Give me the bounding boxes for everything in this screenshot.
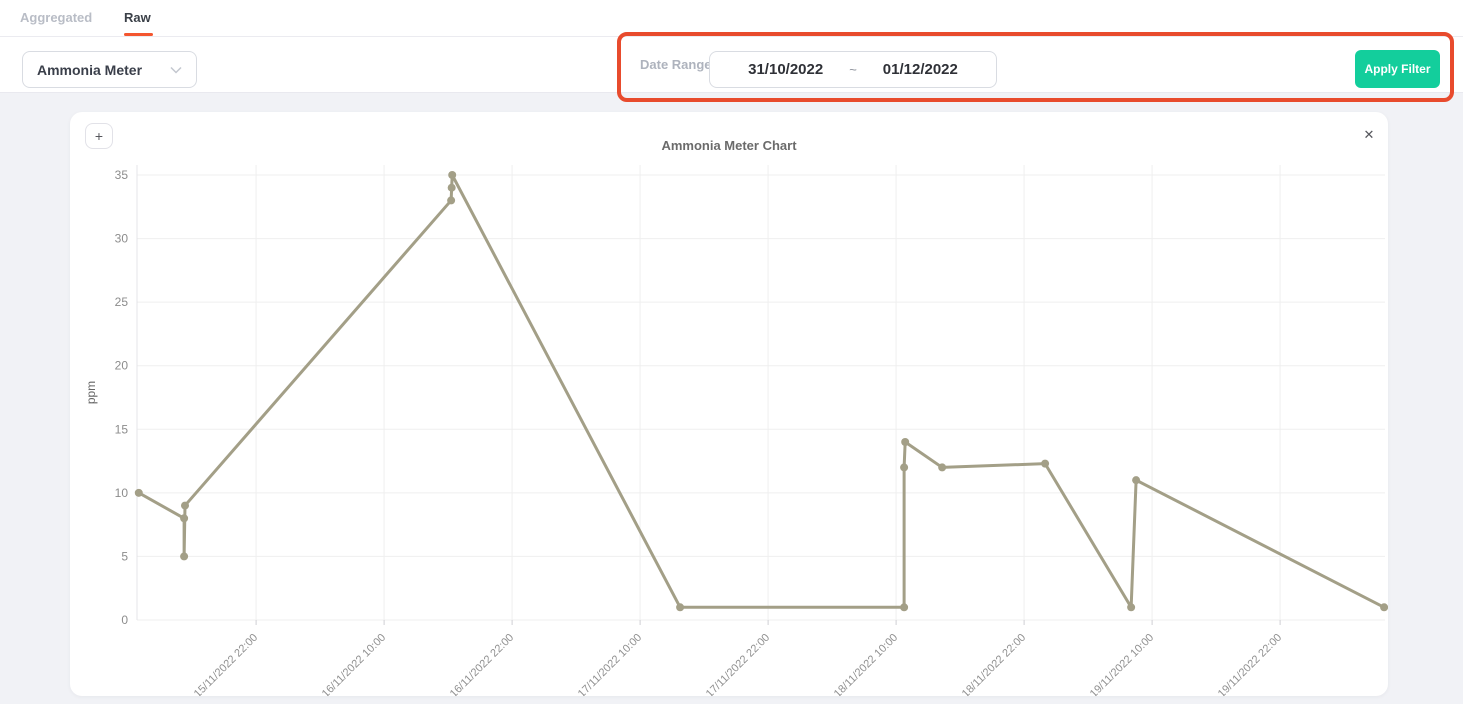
data-point[interactable] — [1127, 603, 1136, 612]
x-tick-label: 17/11/2022 22:00 — [704, 632, 772, 696]
x-tick-label: 16/11/2022 10:00 — [320, 632, 388, 696]
y-tick-label: 10 — [115, 486, 129, 500]
y-tick-label: 15 — [115, 422, 129, 436]
date-range-separator: ~ — [849, 62, 857, 77]
y-tick-label: 5 — [121, 549, 128, 563]
data-point[interactable] — [901, 438, 910, 446]
x-tick-label: 19/11/2022 10:00 — [1088, 632, 1156, 696]
y-tick-label: 35 — [115, 168, 129, 182]
chart-card: 0 5 10 15 20 25 30 35 15/11/2022 22:00 16/11/2022… — [70, 112, 1388, 696]
date-end-input[interactable]: 01/12/2022 — [882, 61, 958, 78]
data-point[interactable] — [180, 552, 189, 561]
y-tick-label: 30 — [115, 232, 129, 246]
x-tick-label: 19/11/2022 22:00 — [1216, 632, 1284, 696]
series-line — [137, 173, 1386, 609]
chevron-down-icon — [170, 66, 182, 74]
tab-raw[interactable]: Raw — [124, 10, 151, 25]
data-point[interactable] — [181, 501, 189, 510]
active-tab-underline — [124, 33, 153, 36]
add-chart-button[interactable]: + — [85, 123, 113, 149]
y-tick-label: 20 — [115, 359, 129, 373]
data-point[interactable] — [180, 514, 189, 523]
meter-select-value: Ammonia Meter — [37, 61, 143, 78]
filter-bar: Ammonia Meter Date Range 31/10/2022 ~ 01… — [0, 37, 1463, 93]
y-tick-label: 0 — [121, 613, 128, 627]
x-tick-label: 18/11/2022 10:00 — [832, 632, 900, 696]
y-tick-label: 25 — [115, 295, 129, 309]
x-tick-label: 17/11/2022 10:00 — [576, 632, 644, 696]
data-point[interactable] — [448, 171, 457, 179]
x-tick-label: 15/11/2022 22:00 — [192, 632, 260, 696]
date-start-input[interactable]: 31/10/2022 — [748, 61, 824, 78]
data-point[interactable] — [676, 603, 685, 612]
tab-aggregated[interactable]: Aggregated — [20, 10, 93, 25]
data-point[interactable] — [938, 463, 947, 472]
chart-title: Ammonia Meter Chart — [661, 138, 797, 153]
date-range-picker[interactable]: 31/10/2022 ~ 01/12/2022 — [709, 51, 997, 88]
tab-bar: Aggregated Raw — [0, 0, 1463, 37]
data-point[interactable] — [447, 183, 456, 192]
y-axis-title: ppm — [84, 381, 98, 404]
data-point[interactable] — [900, 463, 909, 472]
data-point[interactable] — [900, 603, 909, 612]
data-point[interactable] — [1380, 603, 1388, 612]
x-tick-label: 16/11/2022 22:00 — [448, 632, 516, 696]
data-point[interactable] — [134, 488, 143, 497]
date-range-label: Date Range — [640, 57, 712, 72]
data-point[interactable] — [1041, 459, 1050, 468]
data-point[interactable] — [447, 196, 456, 205]
x-tick-label: 18/11/2022 22:00 — [960, 632, 1028, 696]
line-chart: 0 5 10 15 20 25 30 35 15/11/2022 22:00 16/11/2022… — [84, 165, 1388, 696]
apply-filter-button[interactable]: Apply Filter — [1355, 50, 1440, 88]
close-icon[interactable]: ✕ — [1356, 122, 1382, 148]
data-point[interactable] — [1132, 476, 1141, 485]
meter-select-dropdown[interactable]: Ammonia Meter — [22, 51, 197, 88]
